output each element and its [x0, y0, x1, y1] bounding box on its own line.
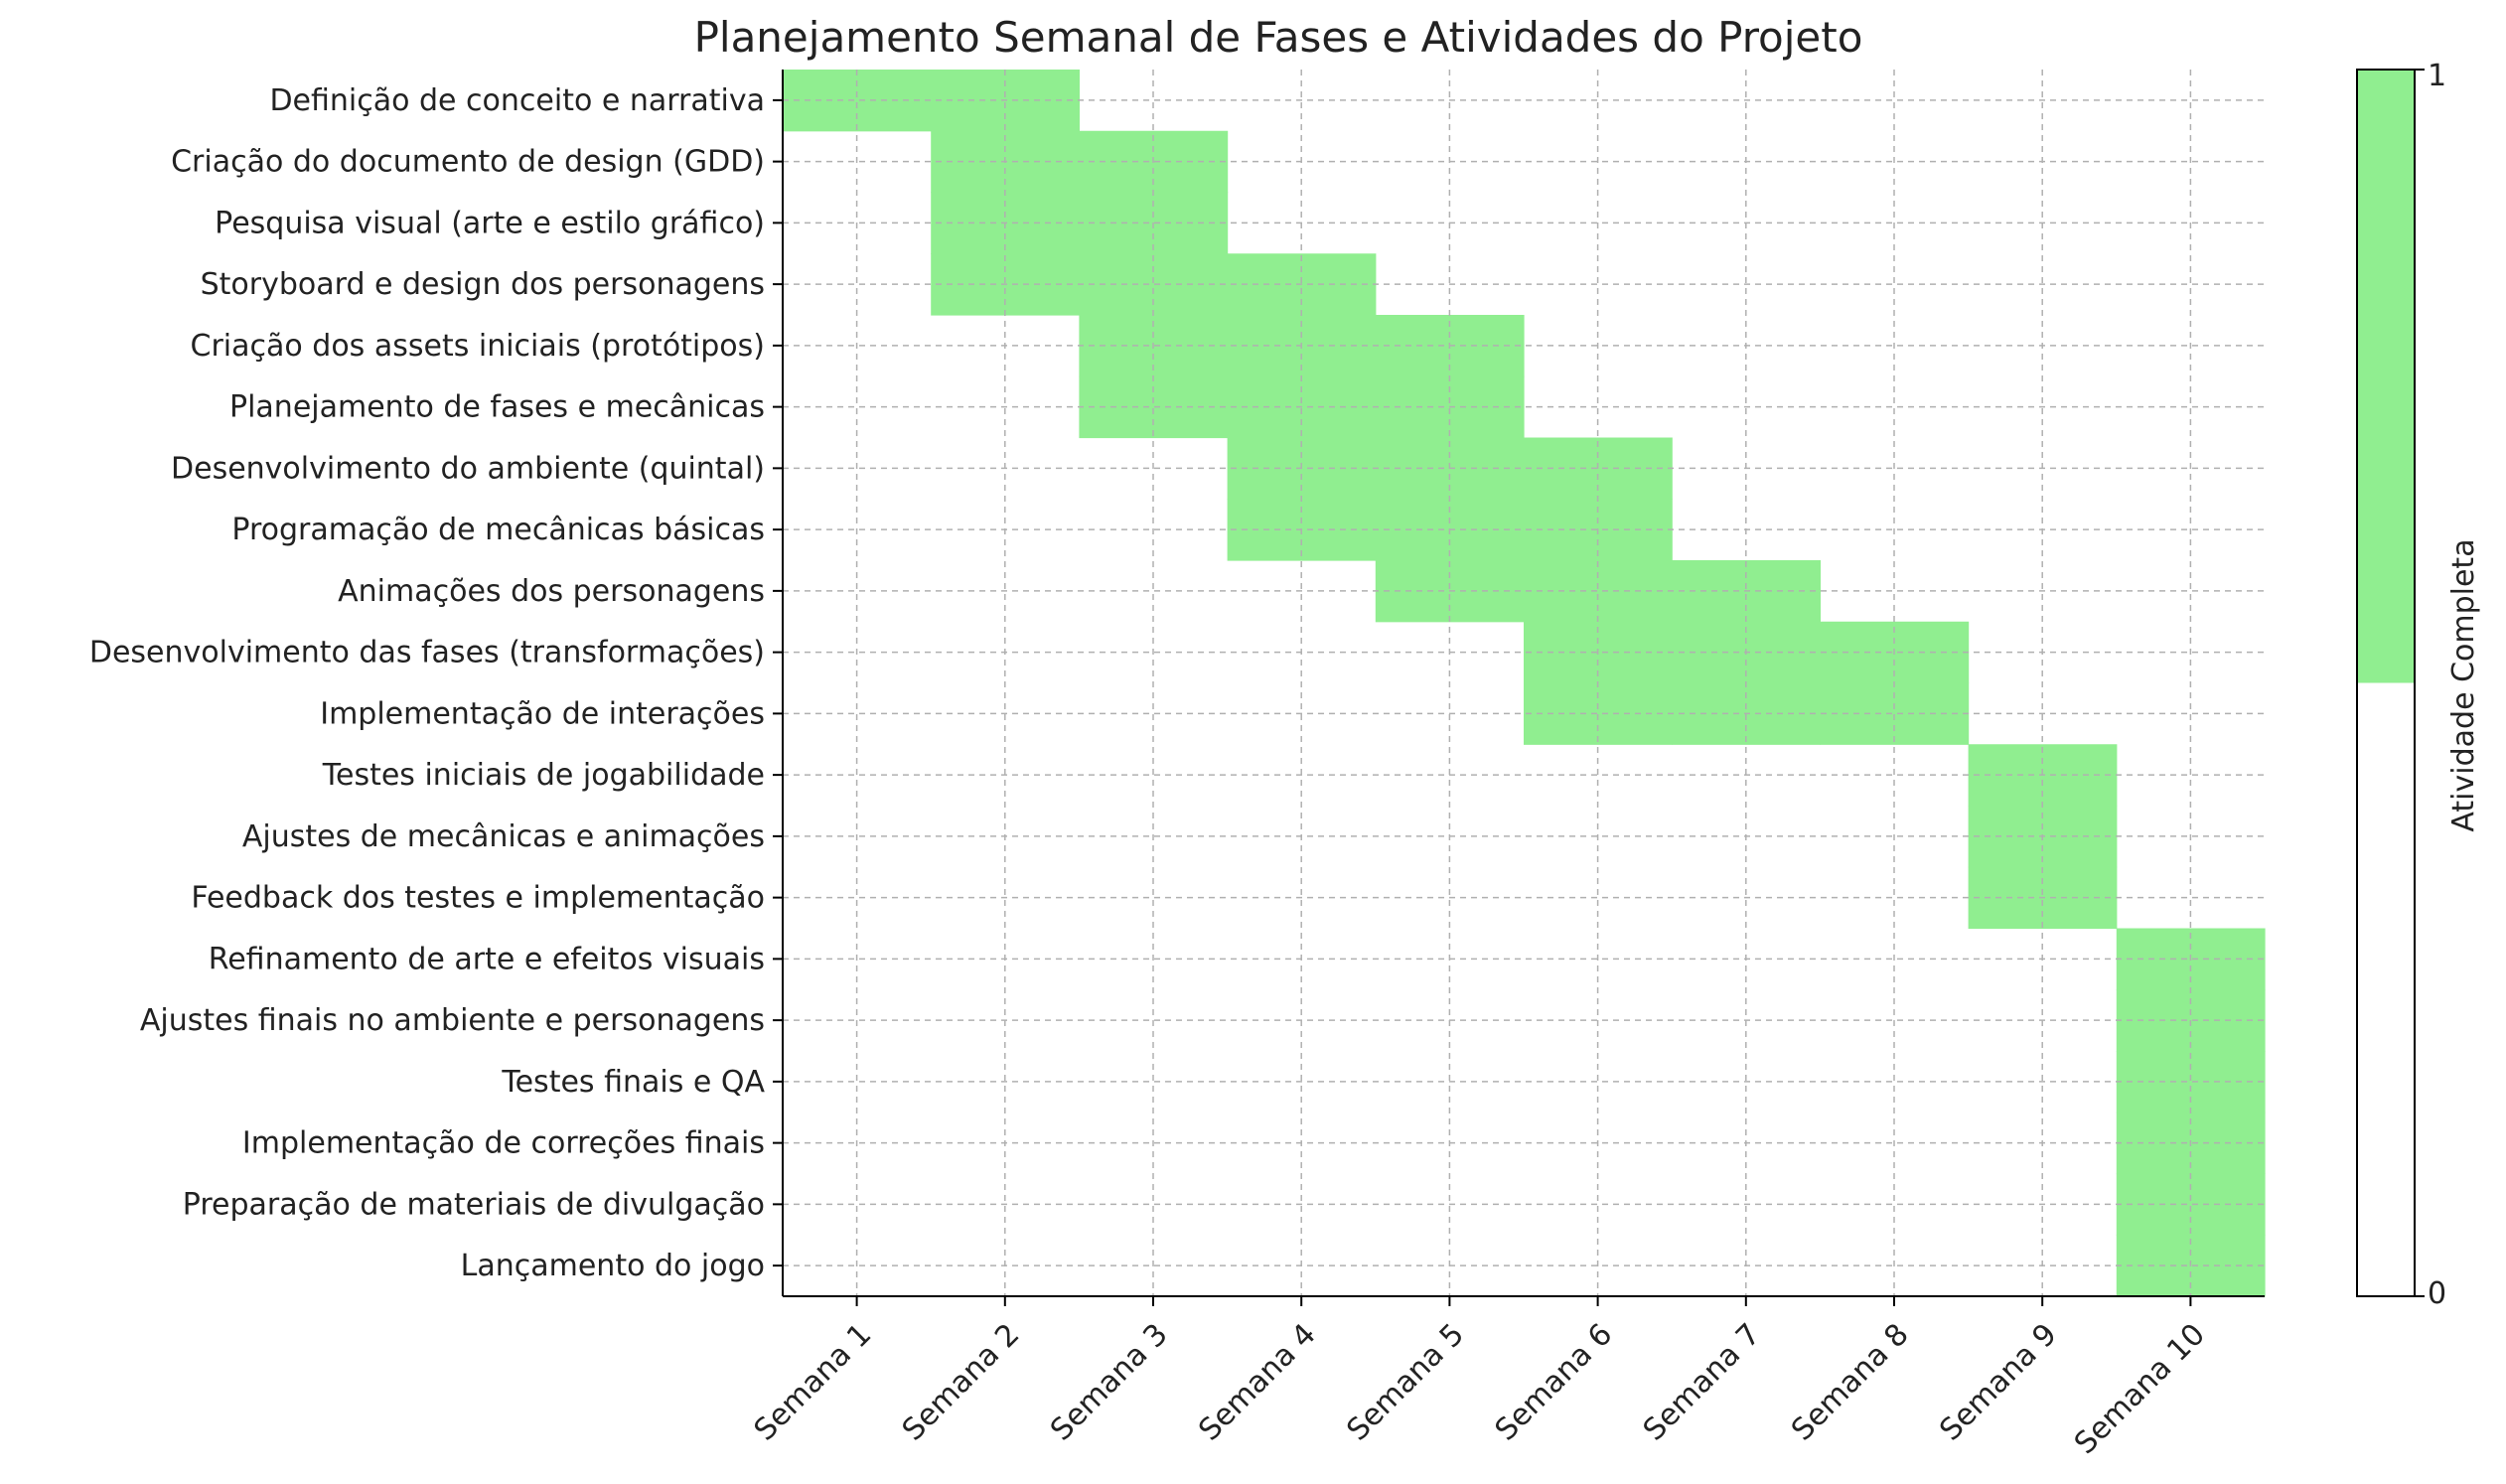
activity-label: Feedback dos testes e implementação [191, 881, 765, 916]
activity-label: Ajustes finais no ambiente e personagens [140, 1003, 765, 1038]
activity-label: Implementação de correções finais [242, 1126, 765, 1161]
activity-label: Desenvolvimento das fases (transformaçõe… [89, 636, 765, 670]
week-label: Semana 2 [896, 1317, 1027, 1448]
grid-lines [783, 70, 2265, 1296]
week-labels: Semana 1 Semana 2 Semana 3 Semana 4 Semana 5… [748, 1317, 2212, 1461]
activity-label: Definição de conceito e narrativa [269, 83, 765, 118]
activity-labels: Definição de conceito e narrativa Criação… [89, 83, 766, 1283]
activity-label: Preparação de materiais de divulgação [183, 1187, 765, 1222]
activity-label: Criação do documento de design (GDD) [171, 145, 765, 180]
colorbar-min-label: 0 [2428, 1276, 2446, 1311]
activity-label: Testes iniciais de jogabilidade [322, 758, 765, 793]
activity-label: Programação de mecânicas básicas [231, 513, 765, 547]
activity-label: Ajustes de mecânicas e animações [242, 819, 765, 854]
activity-label: Storyboard e design dos personagens [201, 267, 765, 302]
week-label: Semana 3 [1044, 1317, 1175, 1448]
week-label: Semana 4 [1192, 1317, 1323, 1448]
activity-label: Refinamento de arte e efeitos visuais [209, 942, 765, 976]
activity-label: Desenvolvimento do ambiente (quintal) [171, 451, 765, 486]
week-label: Semana 10 [2068, 1317, 2212, 1461]
week-label: Semana 8 [1785, 1317, 1916, 1448]
activity-label: Lançamento do jogo [461, 1249, 765, 1283]
activity-label: Testes finais e QA [501, 1065, 765, 1100]
colorbar-max-label: 1 [2428, 59, 2446, 93]
colorbar-label: Atividade Completa [2446, 538, 2481, 831]
colorbar: 1 0 Atividade Completa [2356, 59, 2481, 1311]
chart-title: Planejamento Semanal de Fases e Atividad… [694, 13, 1863, 62]
week-label: Semana 5 [1340, 1317, 1471, 1448]
week-label: Semana 7 [1637, 1317, 1768, 1448]
activity-label: Criação dos assets iniciais (protótipos) [191, 329, 765, 364]
activity-label: Pesquisa visual (arte e estilo gráfico) [215, 206, 765, 240]
activity-label: Implementação de interações [320, 696, 765, 731]
week-label: Semana 9 [1933, 1317, 2064, 1448]
colorbar-segment-low [2357, 682, 2415, 1296]
activity-label: Planejamento de fases e mecânicas [229, 390, 765, 425]
colorbar-segment-high [2357, 70, 2415, 683]
colorbar-frame [2356, 69, 2416, 1297]
week-label: Semana 1 [748, 1317, 879, 1448]
week-label: Semana 6 [1489, 1317, 1620, 1448]
axes [773, 70, 2265, 1306]
activity-label: Animações dos personagens [338, 574, 765, 609]
